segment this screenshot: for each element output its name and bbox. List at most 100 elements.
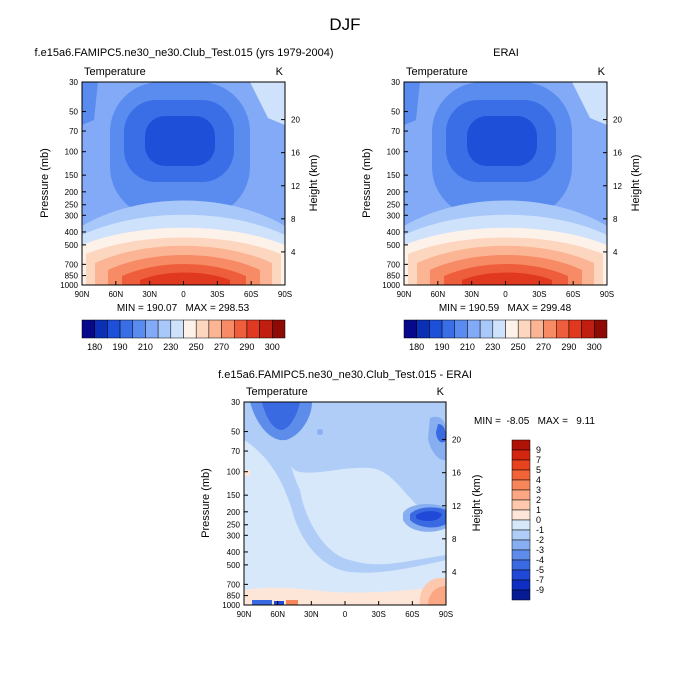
panel-erai-stats: MIN = 190.59 MAX = 299.48 [439, 303, 572, 314]
panel-diff: f.e15a6.FAMIPC5.ne30_ne30.Club_Test.015 … [200, 369, 595, 619]
panel-erai: ERAI Temperature K Pressure (mb) Height … [361, 47, 642, 352]
colorbar-swatch [568, 319, 582, 339]
y-tick-label: 850 [227, 592, 241, 601]
colorbar-label: 290 [561, 342, 576, 352]
y-tick-label: 500 [65, 241, 79, 250]
colorbar-swatch [107, 319, 121, 339]
colorbar-swatch [511, 499, 531, 511]
x-tick-label: 30N [464, 290, 479, 299]
x-tick-label: 90S [439, 610, 453, 619]
panel-model-ylabel: Pressure (mb) [39, 148, 51, 218]
y-tick-label: 70 [231, 447, 240, 456]
colorbar-label: -3 [536, 545, 544, 555]
colorbar-label: 5 [536, 465, 541, 475]
colorbar-swatch [416, 319, 430, 339]
x-tick-label: 60N [108, 290, 123, 299]
panel-erai-x-axis: 90N 60N 30N 0 30S 60S 90S [397, 281, 614, 299]
y-right-tick-label: 4 [452, 568, 457, 577]
colorbar-swatch [511, 559, 531, 571]
colorbar-swatch [505, 319, 519, 339]
panel-diff-stats: MIN = -8.05 MAX = 9.11 [474, 416, 595, 427]
colorbar-label: 180 [87, 342, 102, 352]
y-tick-label: 300 [65, 211, 79, 220]
y-right-tick-label: 8 [613, 215, 618, 224]
colorbar-swatch [479, 319, 494, 339]
x-tick-label: 90N [237, 610, 252, 619]
y-tick-label: 30 [69, 78, 78, 87]
colorbar-label: 300 [587, 342, 602, 352]
colorbar-swatch [492, 319, 506, 339]
colorbar-swatch [511, 579, 531, 591]
y-tick-label: 500 [387, 241, 401, 250]
y-tick-label: 1000 [222, 601, 240, 610]
colorbar-label: 3 [536, 485, 541, 495]
colorbar-label: -4 [536, 555, 544, 565]
y-right-tick-label: 16 [613, 149, 622, 158]
colorbar-swatch [543, 319, 557, 339]
x-tick-label: 60N [430, 290, 445, 299]
colorbar-swatch [511, 489, 531, 501]
y-tick-label: 30 [231, 398, 240, 407]
colorbar-label: 1 [536, 505, 541, 515]
panel-erai-ylabel: Pressure (mb) [361, 148, 373, 218]
colorbar-swatch [429, 319, 443, 339]
y-tick-label: 100 [227, 468, 241, 477]
y-tick-label: 850 [387, 272, 401, 281]
y-right-tick-label: 8 [291, 215, 296, 224]
x-tick-label: 90S [600, 290, 614, 299]
panel-diff-units: K [437, 386, 445, 398]
panel-diff-plot [243, 401, 447, 606]
colorbar-swatch [511, 569, 531, 581]
x-tick-label: 60S [566, 290, 580, 299]
colorbar-swatch [259, 319, 273, 339]
panel-diff-x-axis: 90N 60N 30N 0 30S 60S 90S [237, 601, 453, 619]
panel-model-title: f.e15a6.FAMIPC5.ne30_ne30.Club_Test.015 … [34, 47, 333, 59]
colorbar-swatch [511, 589, 531, 601]
y-right-tick-label: 12 [613, 182, 622, 191]
y-right-tick-label: 20 [452, 436, 461, 445]
colorbar-swatch [511, 479, 531, 491]
colorbar-label: -9 [536, 585, 544, 595]
panel-model: f.e15a6.FAMIPC5.ne30_ne30.Club_Test.015 … [34, 47, 333, 352]
colorbar-label: -1 [536, 525, 544, 535]
colorbar-label: 180 [409, 342, 424, 352]
colorbar-swatch [132, 319, 146, 339]
colorbar-swatch [403, 319, 417, 339]
colorbar-swatch [511, 539, 531, 551]
colorbar-label: 210 [138, 342, 153, 352]
y-right-tick-label: 8 [452, 535, 457, 544]
x-tick-label: 30N [304, 610, 319, 619]
y-tick-label: 150 [65, 171, 79, 180]
panel-diff-ylabel: Pressure (mb) [200, 468, 212, 538]
y-tick-label: 250 [387, 201, 401, 210]
colorbar-swatch [467, 319, 481, 339]
panel-diff-y-axis-right: 20 16 12 8 4 [442, 436, 461, 577]
y-tick-label: 200 [387, 188, 401, 197]
y-right-tick-label: 12 [452, 502, 461, 511]
x-tick-label: 90N [75, 290, 90, 299]
panel-erai-units: K [598, 66, 606, 78]
colorbar-label: 270 [214, 342, 229, 352]
colorbar-swatch [195, 319, 210, 339]
colorbar-label: -5 [536, 565, 544, 575]
colorbar-swatch [511, 469, 531, 481]
panel-model-variable: Temperature [84, 66, 146, 78]
y-right-tick-label: 16 [291, 149, 300, 158]
y-tick-label: 200 [65, 188, 79, 197]
x-tick-label: 30S [210, 290, 224, 299]
colorbar-label: 210 [460, 342, 475, 352]
y-right-tick-label: 12 [291, 182, 300, 191]
x-tick-label: 30N [142, 290, 157, 299]
y-tick-label: 100 [387, 148, 401, 157]
panel-model-ylabel-right: Height (km) [308, 155, 320, 212]
y-tick-label: 700 [65, 260, 79, 269]
colorbar-swatch [183, 319, 197, 339]
colorbar-label: 9 [536, 445, 541, 455]
panel-diff-title: f.e15a6.FAMIPC5.ne30_ne30.Club_Test.015 … [218, 369, 472, 381]
colorbar-swatch [517, 319, 532, 339]
colorbar-swatch [157, 319, 172, 339]
colorbar-swatch [234, 319, 248, 339]
y-tick-label: 850 [65, 272, 79, 281]
panel-diff-variable: Temperature [246, 386, 308, 398]
colorbar-swatch [511, 519, 531, 531]
